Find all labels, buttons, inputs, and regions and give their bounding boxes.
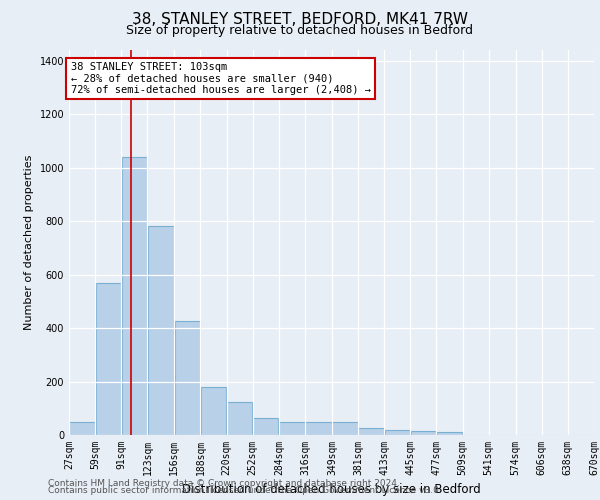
Bar — [410, 431, 436, 435]
Text: Contains public sector information licensed under the Open Government Licence v3: Contains public sector information licen… — [48, 486, 442, 495]
Bar — [437, 432, 462, 435]
Bar — [201, 387, 226, 435]
Bar — [175, 322, 200, 435]
Text: Size of property relative to detached houses in Bedford: Size of property relative to detached ho… — [127, 24, 473, 37]
Text: Contains HM Land Registry data © Crown copyright and database right 2024.: Contains HM Land Registry data © Crown c… — [48, 478, 400, 488]
Bar — [358, 428, 384, 435]
Bar — [122, 157, 147, 435]
Bar — [148, 226, 174, 435]
Bar — [253, 418, 278, 435]
Text: 38, STANLEY STREET, BEDFORD, MK41 7RW: 38, STANLEY STREET, BEDFORD, MK41 7RW — [132, 12, 468, 26]
Bar — [70, 422, 95, 435]
Bar — [332, 422, 358, 435]
Bar — [385, 430, 410, 435]
Bar — [95, 282, 121, 435]
Y-axis label: Number of detached properties: Number of detached properties — [24, 155, 34, 330]
Bar — [305, 422, 332, 435]
Bar — [279, 422, 305, 435]
Bar — [227, 402, 253, 435]
Text: 38 STANLEY STREET: 103sqm
← 28% of detached houses are smaller (940)
72% of semi: 38 STANLEY STREET: 103sqm ← 28% of detac… — [71, 62, 371, 95]
X-axis label: Distribution of detached houses by size in Bedford: Distribution of detached houses by size … — [182, 484, 481, 496]
